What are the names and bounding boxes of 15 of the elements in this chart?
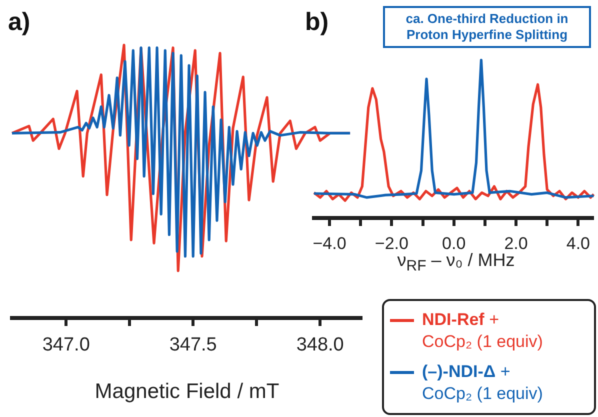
x-tick-label: 0.0	[442, 234, 466, 253]
x-tick-label: 347.0	[42, 334, 90, 356]
x-tick-label: −4.0	[312, 234, 346, 253]
chart-title: a)	[8, 8, 30, 37]
x-tick-label: 348.0	[296, 334, 344, 356]
text: ca. One-third Reduction in Proton Hyperfine Splitting	[383, 6, 591, 48]
x-tick-label: −2.0	[374, 234, 408, 253]
x-axis-title: Magnetic Field / mT	[94, 380, 280, 404]
legend-label: (–)-NDI-Δ + CoCp₂ (1 equiv)	[422, 362, 543, 403]
x-tick-label: 2.0	[504, 234, 528, 253]
legend-label: NDI-Ref + CoCp₂ (1 equiv)	[422, 310, 543, 351]
x-axis-title: ν$_{RF}$ – ν₀ / MHz	[397, 250, 515, 275]
x-tick-label: 347.5	[169, 334, 217, 356]
chart-title: b)	[305, 8, 329, 37]
x-tick-label: 4.0	[566, 234, 590, 253]
